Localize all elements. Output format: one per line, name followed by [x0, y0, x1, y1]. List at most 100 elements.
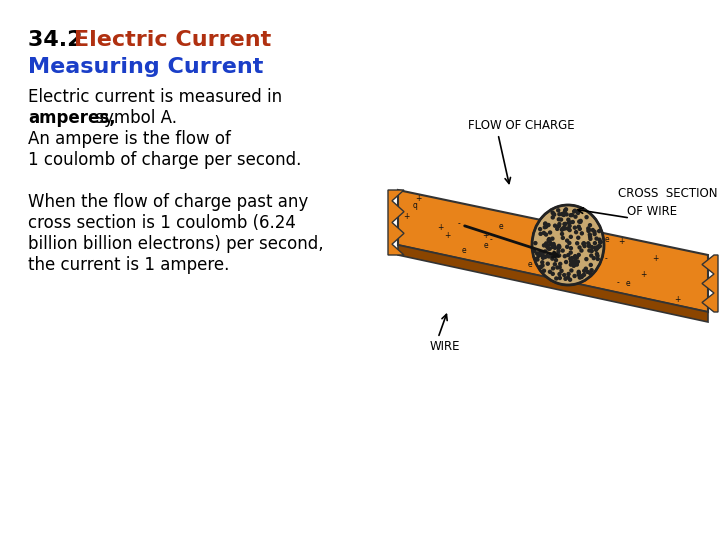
Circle shape	[557, 249, 560, 253]
Text: Electric current is measured in: Electric current is measured in	[28, 88, 282, 106]
Circle shape	[551, 237, 554, 240]
Circle shape	[570, 235, 572, 238]
Circle shape	[595, 252, 598, 255]
Circle shape	[577, 212, 580, 214]
Circle shape	[575, 263, 578, 266]
Circle shape	[557, 218, 560, 221]
Circle shape	[582, 273, 585, 276]
Circle shape	[544, 225, 548, 228]
Circle shape	[596, 246, 600, 249]
Text: +: +	[640, 271, 647, 280]
Circle shape	[574, 260, 577, 262]
Text: e: e	[499, 221, 503, 231]
Circle shape	[563, 222, 566, 226]
Circle shape	[551, 211, 554, 214]
Circle shape	[557, 253, 559, 256]
Circle shape	[560, 269, 563, 272]
Circle shape	[562, 213, 565, 217]
Circle shape	[590, 269, 593, 272]
Circle shape	[580, 275, 583, 279]
Polygon shape	[398, 245, 708, 322]
Text: +: +	[415, 193, 422, 202]
Circle shape	[585, 258, 588, 261]
Circle shape	[535, 258, 538, 260]
Circle shape	[544, 222, 546, 225]
Circle shape	[587, 242, 590, 245]
Circle shape	[562, 227, 565, 230]
Circle shape	[590, 254, 593, 257]
Text: +: +	[482, 231, 488, 240]
Text: FLOW OF CHARGE: FLOW OF CHARGE	[468, 119, 575, 132]
Text: WIRE: WIRE	[430, 340, 461, 353]
Circle shape	[573, 210, 577, 212]
Circle shape	[541, 264, 544, 267]
Circle shape	[558, 273, 561, 275]
Circle shape	[596, 254, 599, 257]
Circle shape	[590, 249, 593, 253]
Circle shape	[577, 220, 581, 223]
Circle shape	[570, 269, 573, 272]
Circle shape	[557, 209, 559, 212]
Circle shape	[588, 249, 591, 252]
Circle shape	[588, 245, 590, 248]
Circle shape	[557, 245, 560, 247]
Circle shape	[544, 226, 546, 229]
Circle shape	[545, 242, 548, 245]
Circle shape	[569, 278, 572, 281]
Circle shape	[551, 244, 554, 246]
Circle shape	[542, 232, 545, 234]
Circle shape	[554, 259, 557, 262]
Circle shape	[559, 218, 562, 221]
Circle shape	[536, 252, 539, 255]
Circle shape	[583, 245, 586, 247]
Circle shape	[546, 262, 549, 265]
Circle shape	[571, 213, 574, 217]
Circle shape	[588, 224, 591, 227]
Circle shape	[588, 228, 590, 231]
Circle shape	[579, 220, 582, 224]
Circle shape	[567, 273, 570, 275]
Circle shape	[552, 245, 554, 248]
Polygon shape	[388, 190, 404, 255]
Circle shape	[585, 215, 588, 219]
Circle shape	[558, 266, 561, 269]
Circle shape	[558, 254, 561, 257]
Circle shape	[575, 231, 577, 234]
Circle shape	[577, 236, 580, 239]
Circle shape	[570, 260, 572, 263]
Text: q: q	[413, 201, 418, 210]
Ellipse shape	[532, 205, 604, 285]
Circle shape	[595, 248, 598, 251]
Circle shape	[554, 263, 557, 266]
Text: +: +	[437, 224, 444, 233]
Circle shape	[564, 222, 567, 225]
Circle shape	[564, 208, 567, 211]
Circle shape	[557, 247, 559, 249]
Circle shape	[552, 252, 555, 255]
Circle shape	[556, 266, 559, 269]
Circle shape	[582, 269, 585, 272]
Circle shape	[562, 227, 564, 231]
Circle shape	[574, 255, 577, 258]
Text: 34.2: 34.2	[28, 30, 90, 50]
Circle shape	[570, 251, 572, 254]
Circle shape	[567, 221, 570, 224]
Circle shape	[536, 258, 539, 261]
Circle shape	[534, 241, 537, 245]
Circle shape	[595, 247, 599, 249]
Circle shape	[552, 267, 554, 270]
Text: -: -	[604, 254, 607, 262]
Circle shape	[581, 274, 585, 277]
Text: e: e	[604, 235, 609, 245]
Circle shape	[575, 262, 578, 265]
Circle shape	[552, 242, 555, 246]
Circle shape	[574, 215, 577, 218]
Circle shape	[573, 256, 576, 259]
Circle shape	[561, 213, 564, 215]
Circle shape	[582, 242, 585, 245]
Circle shape	[556, 227, 559, 231]
Circle shape	[544, 233, 547, 236]
Circle shape	[578, 227, 581, 231]
Circle shape	[571, 220, 575, 224]
Circle shape	[589, 264, 593, 266]
